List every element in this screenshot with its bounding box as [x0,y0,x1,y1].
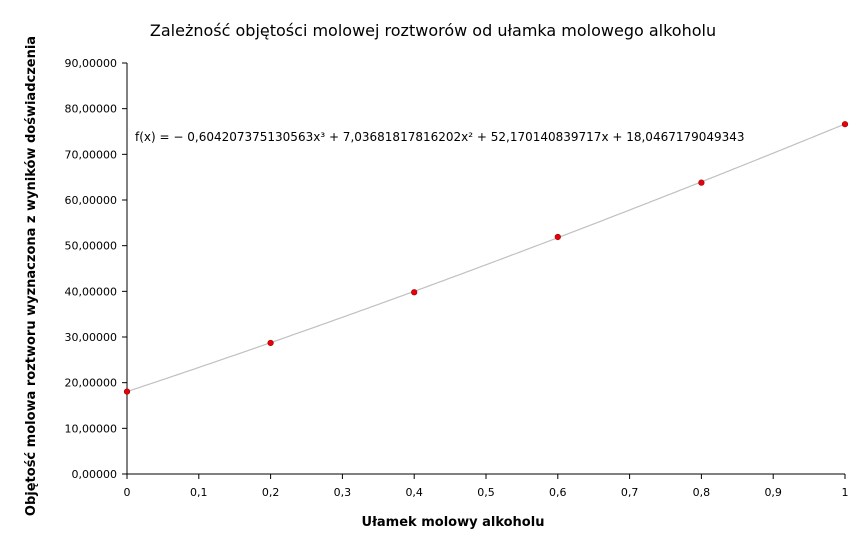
x-tick-label: 0,8 [693,486,711,499]
data-point [698,179,705,186]
y-tick-label: 90,00000 [65,57,118,70]
y-tick-label: 70,00000 [65,148,118,161]
y-tick-label: 0,00000 [72,468,118,481]
data-point [554,233,561,241]
x-tick-label: 0 [124,486,131,499]
data-point [267,339,274,347]
trendline-equation: f(x) = − 0,604207375130563x³ + 7,0368181… [135,130,745,144]
data-point [411,289,418,296]
trendline-group [126,123,846,393]
y-tick-label: 20,00000 [65,377,118,390]
x-tick-label: 0,6 [549,486,567,499]
ticks: 0 0,1 0,2 0,3 0,4 0,5 0,6 0,7 0,8 0,9 10,0000010,0… [65,57,849,499]
x-tick-label: 0,3 [334,486,352,499]
x-tick-label: 0,1 [190,486,208,499]
y-tick-label: 40,00000 [65,285,118,298]
y-tick-label: 60,00000 [65,194,118,207]
trendline [126,123,846,393]
x-tick-label: 0,5 [477,486,495,499]
chart-title: Zależność objętości molowej roztworów od… [150,21,716,40]
x-tick-label: 0,4 [405,486,423,499]
axes [123,63,845,478]
x-tick-label: 0,9 [764,486,782,499]
x-tick-label: 0,2 [262,486,280,499]
x-tick-label: 1 [842,486,849,499]
y-tick-label: 10,00000 [65,422,118,435]
data-point [123,388,131,395]
x-tick-label: 0,7 [621,486,639,499]
data-point [841,121,849,128]
y-axis-label: Objętość molowa roztworu wyznaczona z wy… [24,36,39,516]
x-axis-label: Ułamek molowy alkoholu [362,515,545,530]
y-tick-label: 30,00000 [65,331,118,344]
y-tick-label: 80,00000 [65,103,118,116]
data-points [123,121,849,395]
y-tick-label: 50,00000 [65,240,118,253]
